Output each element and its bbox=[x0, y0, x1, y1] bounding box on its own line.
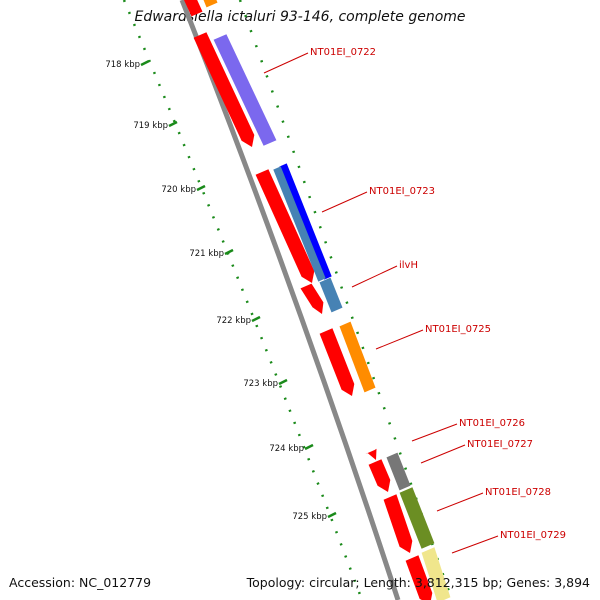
gene-leader bbox=[411, 423, 458, 442]
cds-0729 bbox=[405, 555, 433, 600]
gene-leader bbox=[351, 265, 398, 288]
gene-label: NT01EI_0722 bbox=[310, 47, 376, 58]
feature-0727 bbox=[386, 452, 411, 491]
feature-0728 bbox=[399, 487, 435, 549]
kbp-label: 724 kbp bbox=[269, 444, 304, 454]
cds-0721 bbox=[183, 0, 203, 17]
kbp-tick bbox=[327, 511, 337, 519]
feature-0722 bbox=[213, 34, 277, 146]
cds-0728 bbox=[383, 494, 413, 553]
map-title: Edwardsiella ictaluri 93-146, complete g… bbox=[134, 9, 466, 25]
gene-label: ilvH bbox=[399, 260, 418, 271]
gene-leader bbox=[420, 444, 466, 464]
kbp-tick bbox=[278, 378, 288, 386]
gene-label: NT01EI_0727 bbox=[467, 439, 533, 450]
gene-label: NT01EI_0725 bbox=[425, 324, 491, 335]
feature-0723 bbox=[279, 163, 332, 280]
kbp-tick bbox=[168, 120, 178, 128]
feature-0725 bbox=[339, 321, 376, 393]
cds-0725 bbox=[319, 328, 355, 396]
kbp-tick bbox=[304, 443, 314, 451]
gene-leader bbox=[451, 535, 499, 554]
tick-ring bbox=[122, 0, 364, 600]
cds-0726 bbox=[365, 448, 377, 460]
gene-leader bbox=[436, 492, 484, 512]
feature-0729 bbox=[421, 547, 451, 600]
feature-prev bbox=[203, 0, 218, 8]
genome-backbone bbox=[179, 0, 401, 600]
kbp-label: 719 kbp bbox=[133, 121, 168, 131]
kbp-label: 725 kbp bbox=[292, 512, 327, 522]
cds-ilvH bbox=[300, 283, 324, 314]
gene-leader bbox=[375, 329, 424, 350]
kbp-label: 720 kbp bbox=[161, 185, 196, 195]
gene-label: NT01EI_0729 bbox=[500, 530, 566, 541]
kbp-label: 723 kbp bbox=[243, 379, 278, 389]
cds-0727 bbox=[368, 459, 391, 492]
kbp-label: 718 kbp bbox=[105, 60, 140, 70]
cds-0722 bbox=[193, 32, 255, 148]
gene-leader bbox=[321, 191, 368, 213]
kbp-tick bbox=[224, 248, 234, 256]
gene-label: NT01EI_0726 bbox=[459, 418, 525, 429]
kbp-tick bbox=[196, 184, 206, 192]
feature-0723b bbox=[273, 166, 326, 282]
cds-0723 bbox=[255, 169, 315, 283]
gene-label: NT01EI_0723 bbox=[369, 186, 435, 197]
feature-ilvH bbox=[319, 277, 343, 313]
gene-label: NT01EI_0728 bbox=[485, 487, 551, 498]
kbp-tick bbox=[251, 315, 261, 323]
gene-leader bbox=[263, 52, 309, 74]
kbp-tick bbox=[140, 59, 150, 67]
kbp-label: 721 kbp bbox=[189, 249, 224, 259]
accession-text: Accession: NC_012779 bbox=[9, 575, 152, 590]
genome-summary: Topology: circular; Length: 3,812,315 bp… bbox=[246, 575, 590, 590]
kbp-label: 722 kbp bbox=[216, 316, 251, 326]
